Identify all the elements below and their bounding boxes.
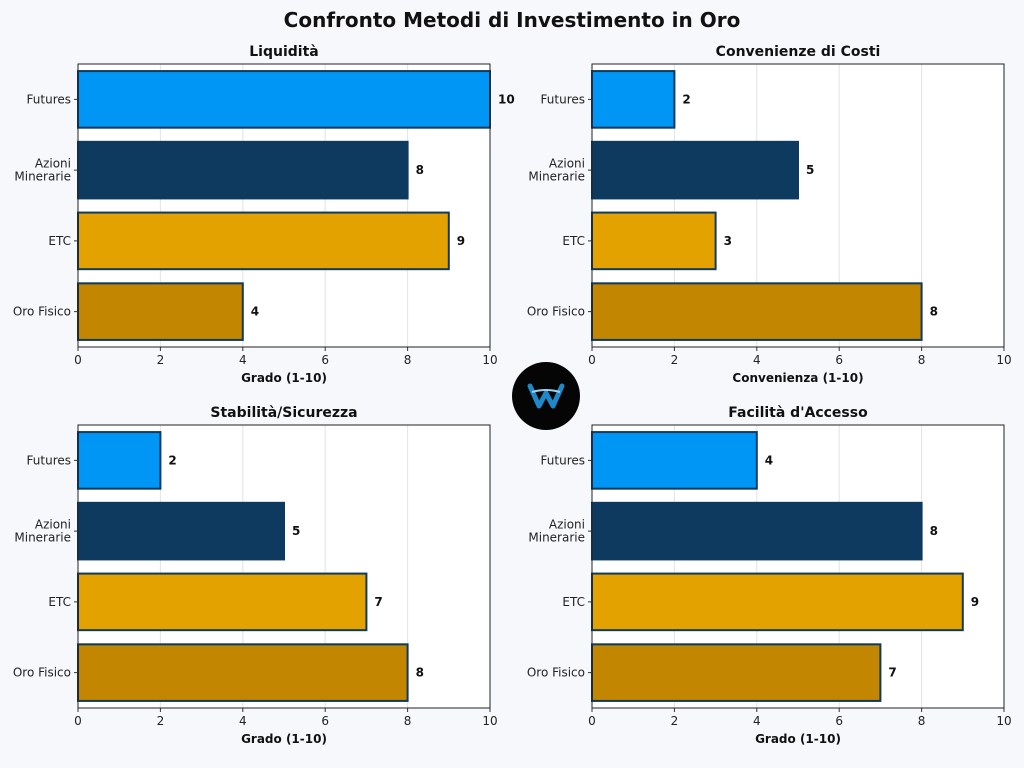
- w-logo-icon: [527, 383, 565, 409]
- data-label-futures: 2: [682, 92, 690, 106]
- category-label-oro-fisico: Oro Fisico: [527, 305, 585, 319]
- data-label-oro-fisico: 8: [930, 305, 938, 319]
- x-tick-label: 8: [404, 714, 412, 728]
- bar-azioni-minerarie: [591, 140, 799, 200]
- x-tick-label: 2: [671, 353, 679, 367]
- category-label-etc: ETC: [48, 234, 71, 248]
- category-label-oro-fisico: Oro Fisico: [13, 666, 71, 680]
- bar-oro-fisico: [77, 282, 244, 341]
- chart-title: Stabilità/Sicurezza: [210, 405, 357, 421]
- x-tick-label: 6: [835, 714, 843, 728]
- bar-futures: [591, 431, 758, 490]
- x-tick-label: 0: [588, 714, 596, 728]
- x-tick-label: 4: [239, 714, 247, 728]
- category-label-azioni-minerarie: Azioni Minerarie: [528, 157, 585, 184]
- plot-frame: [591, 424, 1005, 709]
- x-axis-label: Convenienza (1-10): [732, 371, 863, 385]
- x-tick-label: 10: [996, 714, 1011, 728]
- bar-azioni-minerarie: [77, 140, 409, 200]
- plot-frame: [591, 63, 1005, 348]
- data-label-azioni-minerarie: 5: [806, 163, 814, 177]
- figure-title: Confronto Metodi di Investimento in Oro: [283, 8, 741, 32]
- x-tick-label: 8: [404, 353, 412, 367]
- x-tick-label: 0: [74, 714, 82, 728]
- data-label-azioni-minerarie: 8: [930, 524, 938, 538]
- bar-oro-fisico: [77, 643, 409, 702]
- data-label-oro-fisico: 8: [416, 666, 424, 680]
- category-label-futures: Futures: [541, 453, 585, 467]
- bar-futures: [77, 70, 491, 129]
- data-label-etc: 9: [971, 595, 979, 609]
- chart-title: Liquidità: [249, 44, 318, 60]
- x-tick-label: 4: [753, 353, 761, 367]
- x-tick-label: 10: [996, 353, 1011, 367]
- category-label-oro-fisico: Oro Fisico: [13, 305, 71, 319]
- x-tick-label: 0: [74, 353, 82, 367]
- x-tick-label: 6: [321, 714, 329, 728]
- data-label-futures: 10: [498, 92, 515, 106]
- category-label-futures: Futures: [541, 92, 585, 106]
- data-label-azioni-minerarie: 8: [416, 163, 424, 177]
- brand-logo: [512, 362, 580, 430]
- x-tick-label: 6: [835, 353, 843, 367]
- data-label-etc: 3: [724, 234, 732, 248]
- x-tick-label: 6: [321, 353, 329, 367]
- chart-title: Facilità d'Accesso: [728, 405, 868, 421]
- category-label-azioni-minerarie: Azioni Minerarie: [14, 157, 71, 184]
- bar-azioni-minerarie: [77, 501, 285, 561]
- x-tick-label: 0: [588, 353, 596, 367]
- x-axis-label: Grado (1-10): [241, 732, 327, 746]
- data-label-azioni-minerarie: 5: [292, 524, 300, 538]
- category-label-oro-fisico: Oro Fisico: [527, 666, 585, 680]
- bar-futures: [591, 70, 676, 129]
- bar-etc: [591, 211, 717, 271]
- data-label-etc: 9: [457, 234, 465, 248]
- x-axis-label: Grado (1-10): [755, 732, 841, 746]
- category-label-azioni-minerarie: Azioni Minerarie: [528, 518, 585, 545]
- x-tick-label: 8: [918, 353, 926, 367]
- category-label-futures: Futures: [27, 453, 71, 467]
- category-label-etc: ETC: [48, 595, 71, 609]
- bar-etc: [591, 572, 964, 632]
- category-label-etc: ETC: [562, 595, 585, 609]
- data-label-oro-fisico: 7: [888, 666, 896, 680]
- bar-oro-fisico: [591, 282, 923, 341]
- bar-oro-fisico: [591, 643, 882, 702]
- bar-azioni-minerarie: [591, 501, 923, 561]
- chart-title: Convenienze di Costi: [716, 44, 881, 60]
- category-label-etc: ETC: [562, 234, 585, 248]
- category-label-futures: Futures: [27, 92, 71, 106]
- bar-etc: [77, 211, 450, 271]
- x-tick-label: 8: [918, 714, 926, 728]
- bar-futures: [77, 431, 162, 490]
- plot-frame: [77, 424, 491, 709]
- x-tick-label: 10: [482, 714, 497, 728]
- category-label-azioni-minerarie: Azioni Minerarie: [14, 518, 71, 545]
- data-label-oro-fisico: 4: [251, 305, 259, 319]
- x-tick-label: 2: [671, 714, 679, 728]
- x-tick-label: 10: [482, 353, 497, 367]
- data-label-futures: 4: [765, 453, 773, 467]
- x-tick-label: 2: [157, 714, 165, 728]
- data-label-etc: 7: [374, 595, 382, 609]
- x-axis-label: Grado (1-10): [241, 371, 327, 385]
- x-tick-label: 4: [753, 714, 761, 728]
- data-label-futures: 2: [168, 453, 176, 467]
- x-tick-label: 4: [239, 353, 247, 367]
- x-tick-label: 2: [157, 353, 165, 367]
- plot-frame: [77, 63, 491, 348]
